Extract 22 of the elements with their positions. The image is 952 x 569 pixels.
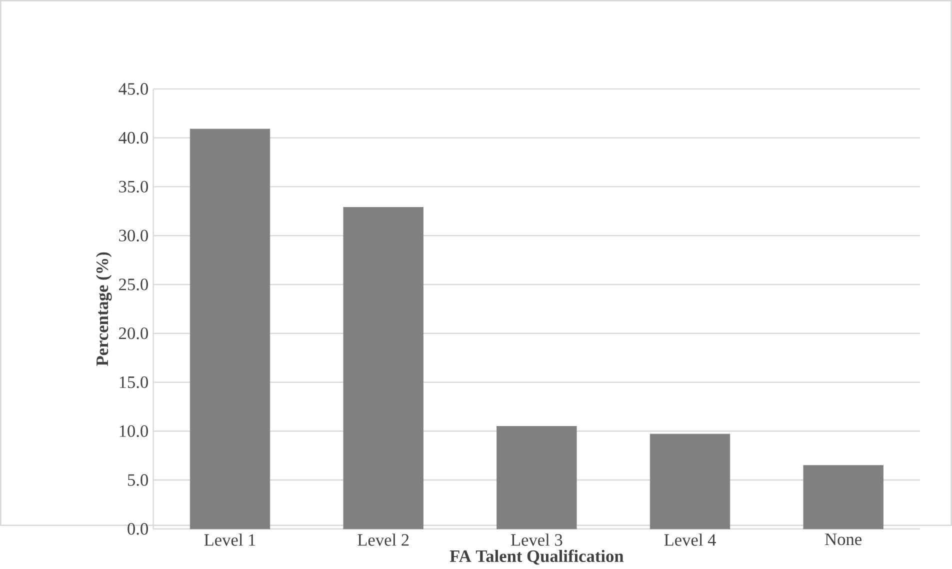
y-tick-label: 20.0 [119, 327, 148, 340]
y-tick-label: 30.0 [119, 230, 148, 242]
x-tick-label: Level 3 [510, 534, 562, 546]
bar [496, 426, 577, 530]
bar [650, 434, 730, 530]
x-tick-label: Level 2 [358, 534, 409, 546]
x-tick-label: Level 4 [664, 534, 716, 546]
bar [803, 465, 884, 530]
y-tick-label: 15.0 [120, 376, 148, 388]
y-tick-label: 35.0 [119, 180, 148, 193]
y-tick-label: 10.0 [120, 425, 148, 437]
y-tick-label: 25.0 [119, 278, 148, 290]
y-tick-label: 0.0 [128, 522, 148, 535]
bar [343, 206, 424, 530]
x-tick-label: Level 1 [204, 534, 256, 546]
y-tick-label: 45.0 [118, 83, 148, 95]
y-tick-label: 5.0 [128, 474, 148, 486]
x-axis-title: FA Talent Qualification [450, 550, 624, 565]
y-axis-title: Percentage (%) [96, 252, 112, 366]
x-tick-label: None [825, 534, 862, 546]
bar [190, 128, 270, 530]
y-tick-label: 40.0 [118, 132, 148, 144]
